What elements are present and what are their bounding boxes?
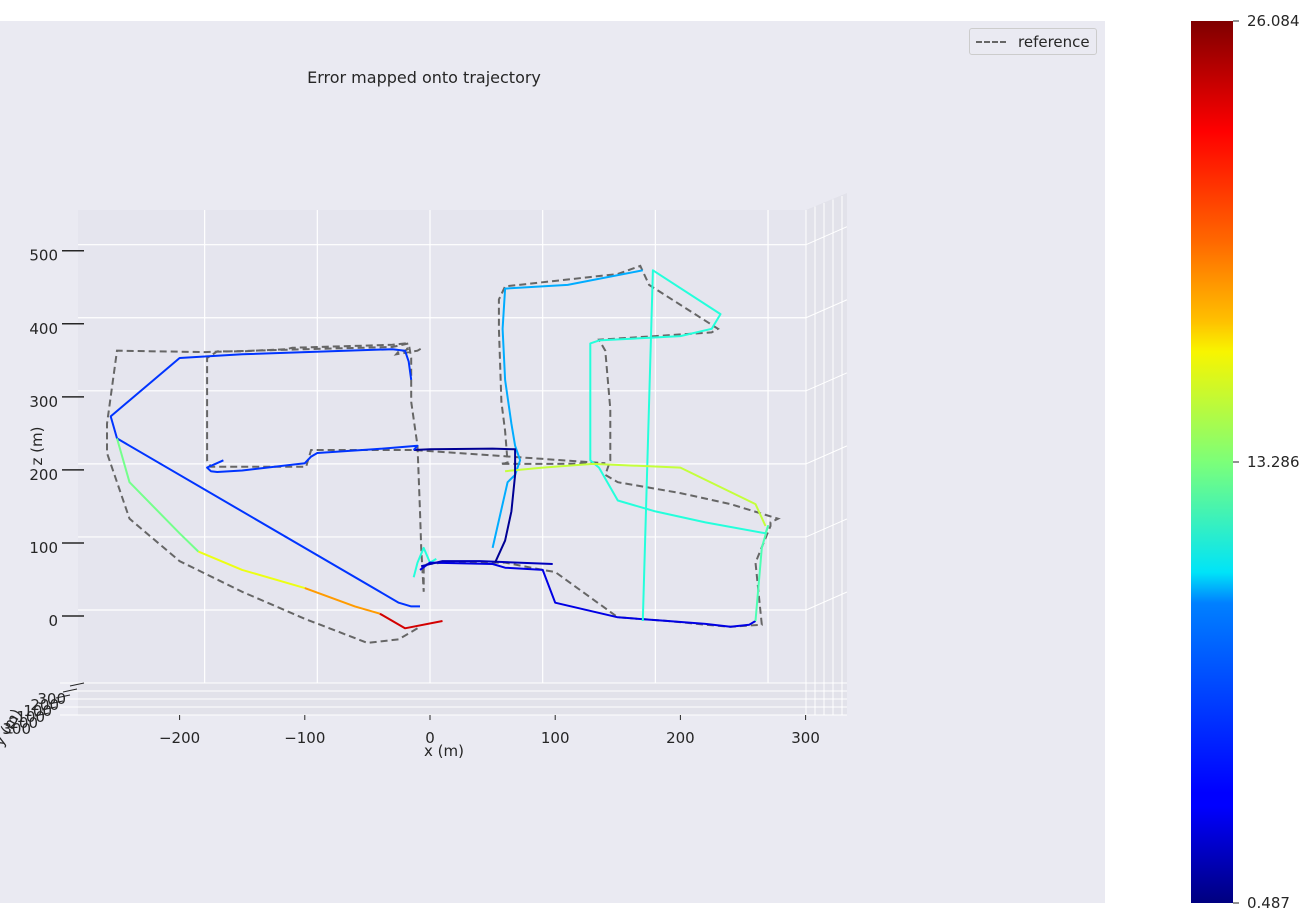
z-tick-label: 200 bbox=[29, 466, 58, 484]
grid bbox=[60, 196, 848, 716]
y-tick-mark bbox=[48, 700, 64, 705]
legend-label-reference: reference bbox=[1018, 33, 1090, 51]
trajectory-segment bbox=[198, 550, 306, 590]
colorbar bbox=[1191, 21, 1233, 903]
y-tick-label: 200 bbox=[9, 714, 38, 732]
side-pane bbox=[806, 193, 847, 715]
y-tick-mark bbox=[62, 688, 78, 693]
z-tick-label: 100 bbox=[29, 539, 58, 557]
x-tick-label: 0 bbox=[425, 729, 435, 747]
y-tick-label: 200 bbox=[30, 696, 59, 714]
trajectory-segment bbox=[754, 525, 769, 622]
colorbar-label-max: 26.084 bbox=[1247, 12, 1300, 30]
colorbar-label-min: 0.487 bbox=[1247, 894, 1290, 912]
y-tick-label: 100 bbox=[23, 702, 52, 720]
x-tick-label: −100 bbox=[284, 729, 325, 747]
trajectory-segment bbox=[420, 560, 553, 568]
trajectory-segment bbox=[304, 587, 381, 615]
colorbar-label-mid: 13.286 bbox=[1247, 453, 1300, 471]
trajectory-segment bbox=[589, 269, 766, 622]
y-tick-mark bbox=[69, 682, 85, 687]
reference-trajectory bbox=[106, 264, 781, 644]
side-grid-line bbox=[805, 445, 848, 465]
back-pane bbox=[78, 210, 806, 683]
y-tick-mark bbox=[55, 694, 71, 699]
side-grid-line bbox=[805, 518, 848, 538]
x-tick-label: 300 bbox=[791, 729, 820, 747]
trajectory-segment bbox=[206, 444, 419, 473]
z-tick-label: 400 bbox=[29, 320, 58, 338]
z-tick-label: 0 bbox=[48, 612, 58, 630]
trajectory-segment bbox=[413, 447, 517, 564]
legend: reference bbox=[969, 28, 1097, 55]
chart-title: Error mapped onto trajectory bbox=[307, 68, 541, 87]
axis-ticks: −200 −100 0 100 200 3000100200300400500300200… bbox=[2, 247, 820, 747]
trajectory-segment bbox=[419, 561, 757, 628]
y-tick-mark bbox=[41, 706, 57, 711]
y-tick-label: 100 bbox=[16, 708, 45, 726]
x-tick-label: −200 bbox=[159, 729, 200, 747]
trajectory-segment bbox=[379, 612, 443, 630]
trajectory-segment bbox=[109, 348, 420, 608]
z-tick-label: 500 bbox=[29, 247, 58, 265]
y-tick-label: 300 bbox=[37, 690, 66, 708]
side-grid-line bbox=[805, 226, 848, 246]
y-tick-label: 300 bbox=[2, 720, 31, 738]
legend-dashed-line-icon bbox=[976, 41, 1006, 43]
x-axis-label: x (m) bbox=[424, 742, 464, 760]
trajectory-segment bbox=[116, 438, 200, 553]
z-tick-label: 300 bbox=[29, 393, 58, 411]
side-grid-line bbox=[805, 372, 848, 392]
trajectory-segment bbox=[505, 462, 767, 527]
side-grid-line bbox=[805, 591, 848, 611]
x-tick-label: 100 bbox=[541, 729, 570, 747]
estimated-trajectory bbox=[109, 269, 769, 630]
trajectory-segment bbox=[412, 546, 437, 578]
x-tick-label: 200 bbox=[666, 729, 695, 747]
reference-line bbox=[106, 264, 781, 644]
side-grid-line bbox=[805, 299, 848, 319]
y-tick-mark bbox=[34, 712, 50, 717]
z-axis-label: z (m) bbox=[28, 427, 46, 466]
